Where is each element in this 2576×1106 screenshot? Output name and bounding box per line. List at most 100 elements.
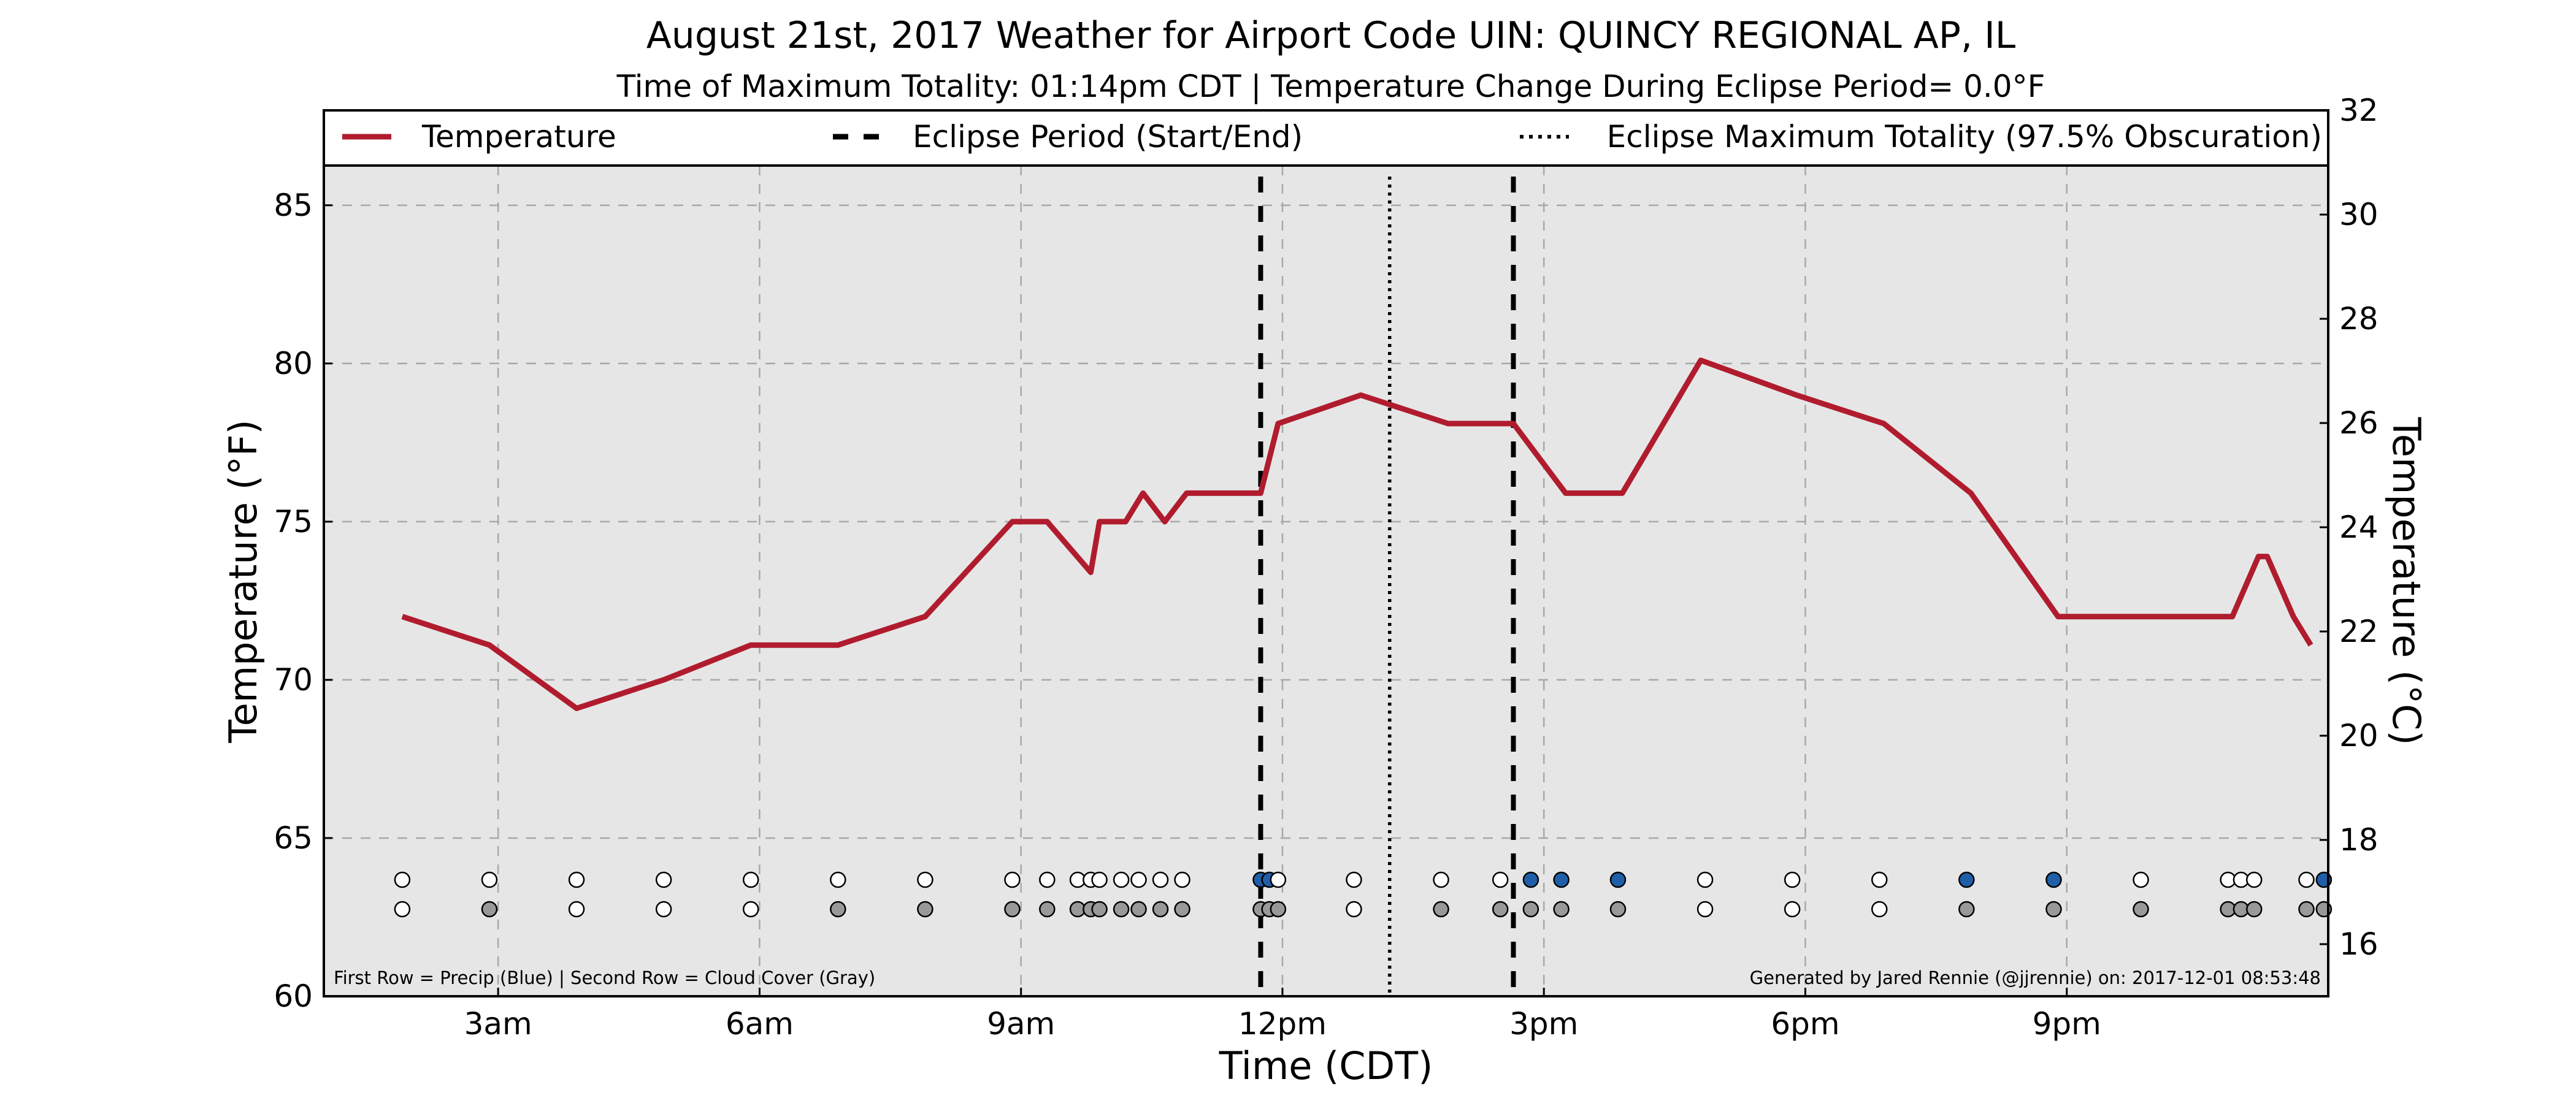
precip-marker (1522, 871, 1539, 888)
x-tick-label: 9pm (2033, 1006, 2101, 1042)
cloud-cover-marker (1871, 901, 1888, 918)
y-right-tick-label: 30 (2339, 197, 2379, 232)
precip-marker (655, 871, 672, 888)
precip-marker (1091, 871, 1108, 888)
precip-marker (481, 871, 498, 888)
y-tick-label: 80 (274, 346, 313, 381)
cloud-cover-marker (1553, 901, 1570, 918)
precip-marker (742, 871, 759, 888)
y-axis-ticks: 60 65 70 75 80 85 (274, 188, 332, 1014)
legend-eclipse-period-label: Eclipse Period (Start/End) (913, 119, 1303, 154)
cloud-cover-marker (1091, 901, 1108, 918)
y-right-tick-label: 16 (2339, 926, 2379, 962)
y-tick-label: 75 (274, 504, 313, 540)
legend: Temperature Eclipse Period (Start/End) E… (323, 109, 2329, 167)
precip-marker (394, 871, 411, 888)
cloud-cover-marker (830, 901, 846, 918)
cloud-cover-marker (1958, 901, 1975, 918)
y-tick-label: 85 (274, 188, 313, 223)
footnote-left: First Row = Precip (Blue) | Second Row =… (334, 967, 875, 988)
y-right-tick-label: 26 (2339, 405, 2379, 441)
y-tick-label: 65 (274, 820, 313, 856)
y-right-tick-label: 32 (2339, 93, 2379, 128)
precip-marker (1553, 871, 1570, 888)
y-axis-right-ticks: 16 18 20 22 24 26 28 30 32 (2320, 93, 2379, 962)
cloud-cover-marker (1113, 901, 1130, 918)
footnote-right: Generated by Jared Rennie (@jjrennie) on… (1750, 967, 2321, 988)
cloud-cover-marker (1609, 901, 1627, 918)
legend-eclipse-max-label: Eclipse Maximum Totality (97.5% Obscurat… (1607, 119, 2322, 154)
cloud-cover-marker (1174, 901, 1190, 918)
y-axis-label: Temperature (°F) (221, 419, 266, 743)
cloud-cover-marker (1522, 901, 1539, 918)
legend-box (323, 109, 2329, 167)
precip-marker (1346, 871, 1362, 888)
precip-marker (568, 871, 585, 888)
cloud-cover-marker (1152, 901, 1169, 918)
cloud-cover-marker (1130, 901, 1147, 918)
y-right-tick-label: 24 (2339, 509, 2379, 545)
precip-marker (1130, 871, 1147, 888)
y-right-tick-label: 28 (2339, 301, 2379, 337)
precip-marker (1958, 871, 1975, 888)
precip-marker (1784, 871, 1801, 888)
precip-marker (1433, 871, 1449, 888)
cloud-cover-marker (568, 901, 585, 918)
cloud-cover-marker (742, 901, 759, 918)
x-tick-label: 9am (987, 1006, 1055, 1042)
marker-layer (394, 871, 2333, 918)
x-tick-label: 6am (726, 1006, 794, 1042)
precip-marker (2045, 871, 2062, 888)
precip-marker (2245, 871, 2263, 888)
precip-marker (830, 871, 846, 888)
y-tick-label: 70 (274, 662, 313, 698)
cloud-cover-marker (1696, 901, 1714, 918)
precip-marker (1174, 871, 1190, 888)
y-axis-right-label: Temperature (°C) (2384, 416, 2429, 745)
cloud-cover-marker (2133, 901, 2149, 918)
y-right-tick-label: 18 (2339, 822, 2379, 858)
x-axis-ticks: 3am 6am 9am 12pm 3pm 6pm 9pm (464, 988, 2101, 1042)
cloud-cover-marker (655, 901, 672, 918)
cloud-cover-marker (2298, 901, 2315, 918)
cloud-cover-marker (481, 901, 498, 918)
cloud-cover-marker (1492, 901, 1509, 918)
precip-marker (1039, 871, 1056, 888)
cloud-cover-marker (2245, 901, 2263, 918)
cloud-cover-marker (1270, 901, 1287, 918)
x-tick-label: 3pm (1509, 1006, 1578, 1042)
chart-subtitle: Time of Maximum Totality: 01:14pm CDT | … (616, 69, 2045, 104)
precip-marker (917, 871, 933, 888)
cloud-cover-marker (2045, 901, 2062, 918)
cloud-cover-marker (394, 901, 411, 918)
cloud-cover-marker (1433, 901, 1449, 918)
precip-marker (2133, 871, 2149, 888)
precip-marker (1492, 871, 1509, 888)
precip-marker (1270, 871, 1287, 888)
chart-title: August 21st, 2017 Weather for Airport Co… (646, 14, 2016, 57)
precip-marker (2298, 871, 2315, 888)
x-tick-label: 3am (464, 1006, 532, 1042)
y-right-tick-label: 22 (2339, 614, 2379, 649)
plot-area (324, 166, 2328, 996)
precip-marker (1152, 871, 1169, 888)
cloud-cover-marker (1004, 901, 1021, 918)
x-tick-label: 6pm (1771, 1006, 1839, 1042)
cloud-cover-marker (1039, 901, 1056, 918)
y-right-tick-label: 20 (2339, 718, 2379, 753)
legend-temperature-label: Temperature (421, 119, 616, 154)
eclipse-layer (1258, 177, 1516, 996)
cloud-cover-marker (1784, 901, 1801, 918)
cloud-cover-marker (917, 901, 933, 918)
y-tick-label: 60 (274, 978, 313, 1014)
precip-marker (1113, 871, 1130, 888)
precip-marker (1696, 871, 1714, 888)
x-axis-label: Time (CDT) (1219, 1043, 1433, 1088)
cloud-cover-marker (1346, 901, 1362, 918)
precip-marker (1609, 871, 1627, 888)
precip-marker (1871, 871, 1888, 888)
x-tick-label: 12pm (1238, 1006, 1327, 1042)
temperature-line (401, 357, 2313, 711)
